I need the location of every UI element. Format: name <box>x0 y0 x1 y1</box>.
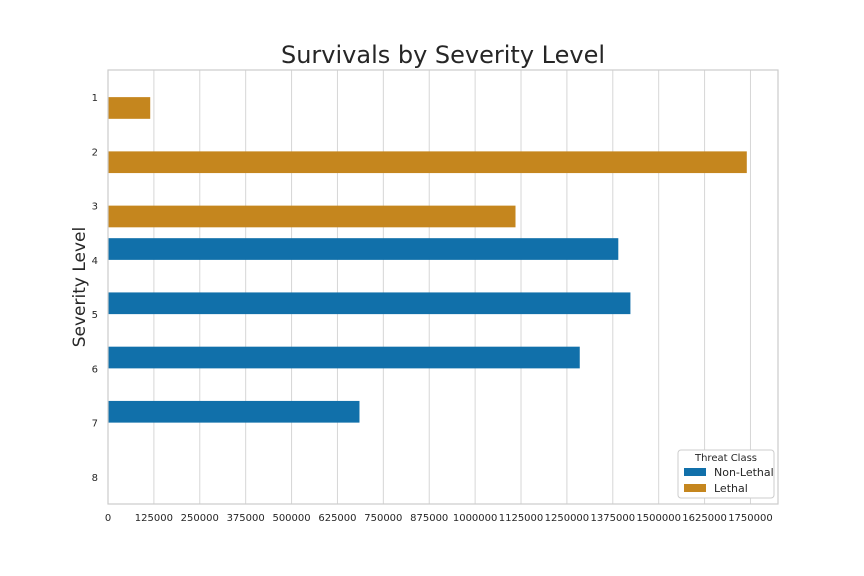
legend-swatch-lethal <box>684 484 706 492</box>
x-tick-label: 125000 <box>135 513 173 524</box>
x-tick-label: 375000 <box>227 513 265 524</box>
bar-non-lethal-level-7 <box>108 400 360 423</box>
x-tick-label: 875000 <box>410 513 448 524</box>
y-ticks: 1 2 3 4 5 6 7 8 <box>92 93 98 484</box>
y-tick-label: 7 <box>92 419 98 430</box>
y-axis-label: Severity Level <box>70 227 90 348</box>
chart-title: Survivals by Severity Level <box>281 41 605 69</box>
bar-non-lethal-level-6 <box>108 346 580 369</box>
x-tick-label: 500000 <box>272 513 310 524</box>
legend: Threat Class Non-Lethal Lethal <box>677 449 775 499</box>
x-tick-label: 1500000 <box>636 513 681 524</box>
x-tick-label: 1000000 <box>453 513 498 524</box>
y-tick-label: 8 <box>92 473 98 484</box>
bar-lethal-level-2 <box>108 151 747 174</box>
x-tick-label: 1375000 <box>591 513 636 524</box>
x-tick-label: 0 <box>105 513 111 524</box>
x-tick-label: 1250000 <box>545 513 590 524</box>
x-tick-label: 1750000 <box>728 513 773 524</box>
x-tick-label: 1625000 <box>682 513 727 524</box>
legend-title: Threat Class <box>694 453 757 464</box>
x-tick-label: 625000 <box>318 513 356 524</box>
x-tick-label: 750000 <box>364 513 402 524</box>
legend-swatch-non-lethal <box>684 468 706 476</box>
legend-label-non-lethal: Non-Lethal <box>714 466 774 479</box>
bar-lethal-level-3 <box>108 205 516 228</box>
x-tick-label: 250000 <box>181 513 219 524</box>
bar-non-lethal-level-4 <box>108 238 619 260</box>
bars <box>108 97 747 423</box>
x-tick-label: 1125000 <box>499 513 544 524</box>
bar-lethal-level-1 <box>108 97 151 119</box>
y-tick-label: 6 <box>92 364 98 375</box>
y-tick-label: 3 <box>92 202 98 213</box>
x-ticks: 0 125000 250000 375000 500000 625000 750000 875… <box>105 513 773 524</box>
y-tick-label: 2 <box>92 147 98 158</box>
plot-frame <box>107 69 779 505</box>
grid <box>107 70 751 504</box>
y-tick-label: 1 <box>92 93 98 104</box>
y-tick-label: 4 <box>92 256 98 267</box>
bar-non-lethal-level-5 <box>108 292 631 315</box>
y-tick-label: 5 <box>92 310 98 321</box>
legend-label-lethal: Lethal <box>714 482 748 495</box>
